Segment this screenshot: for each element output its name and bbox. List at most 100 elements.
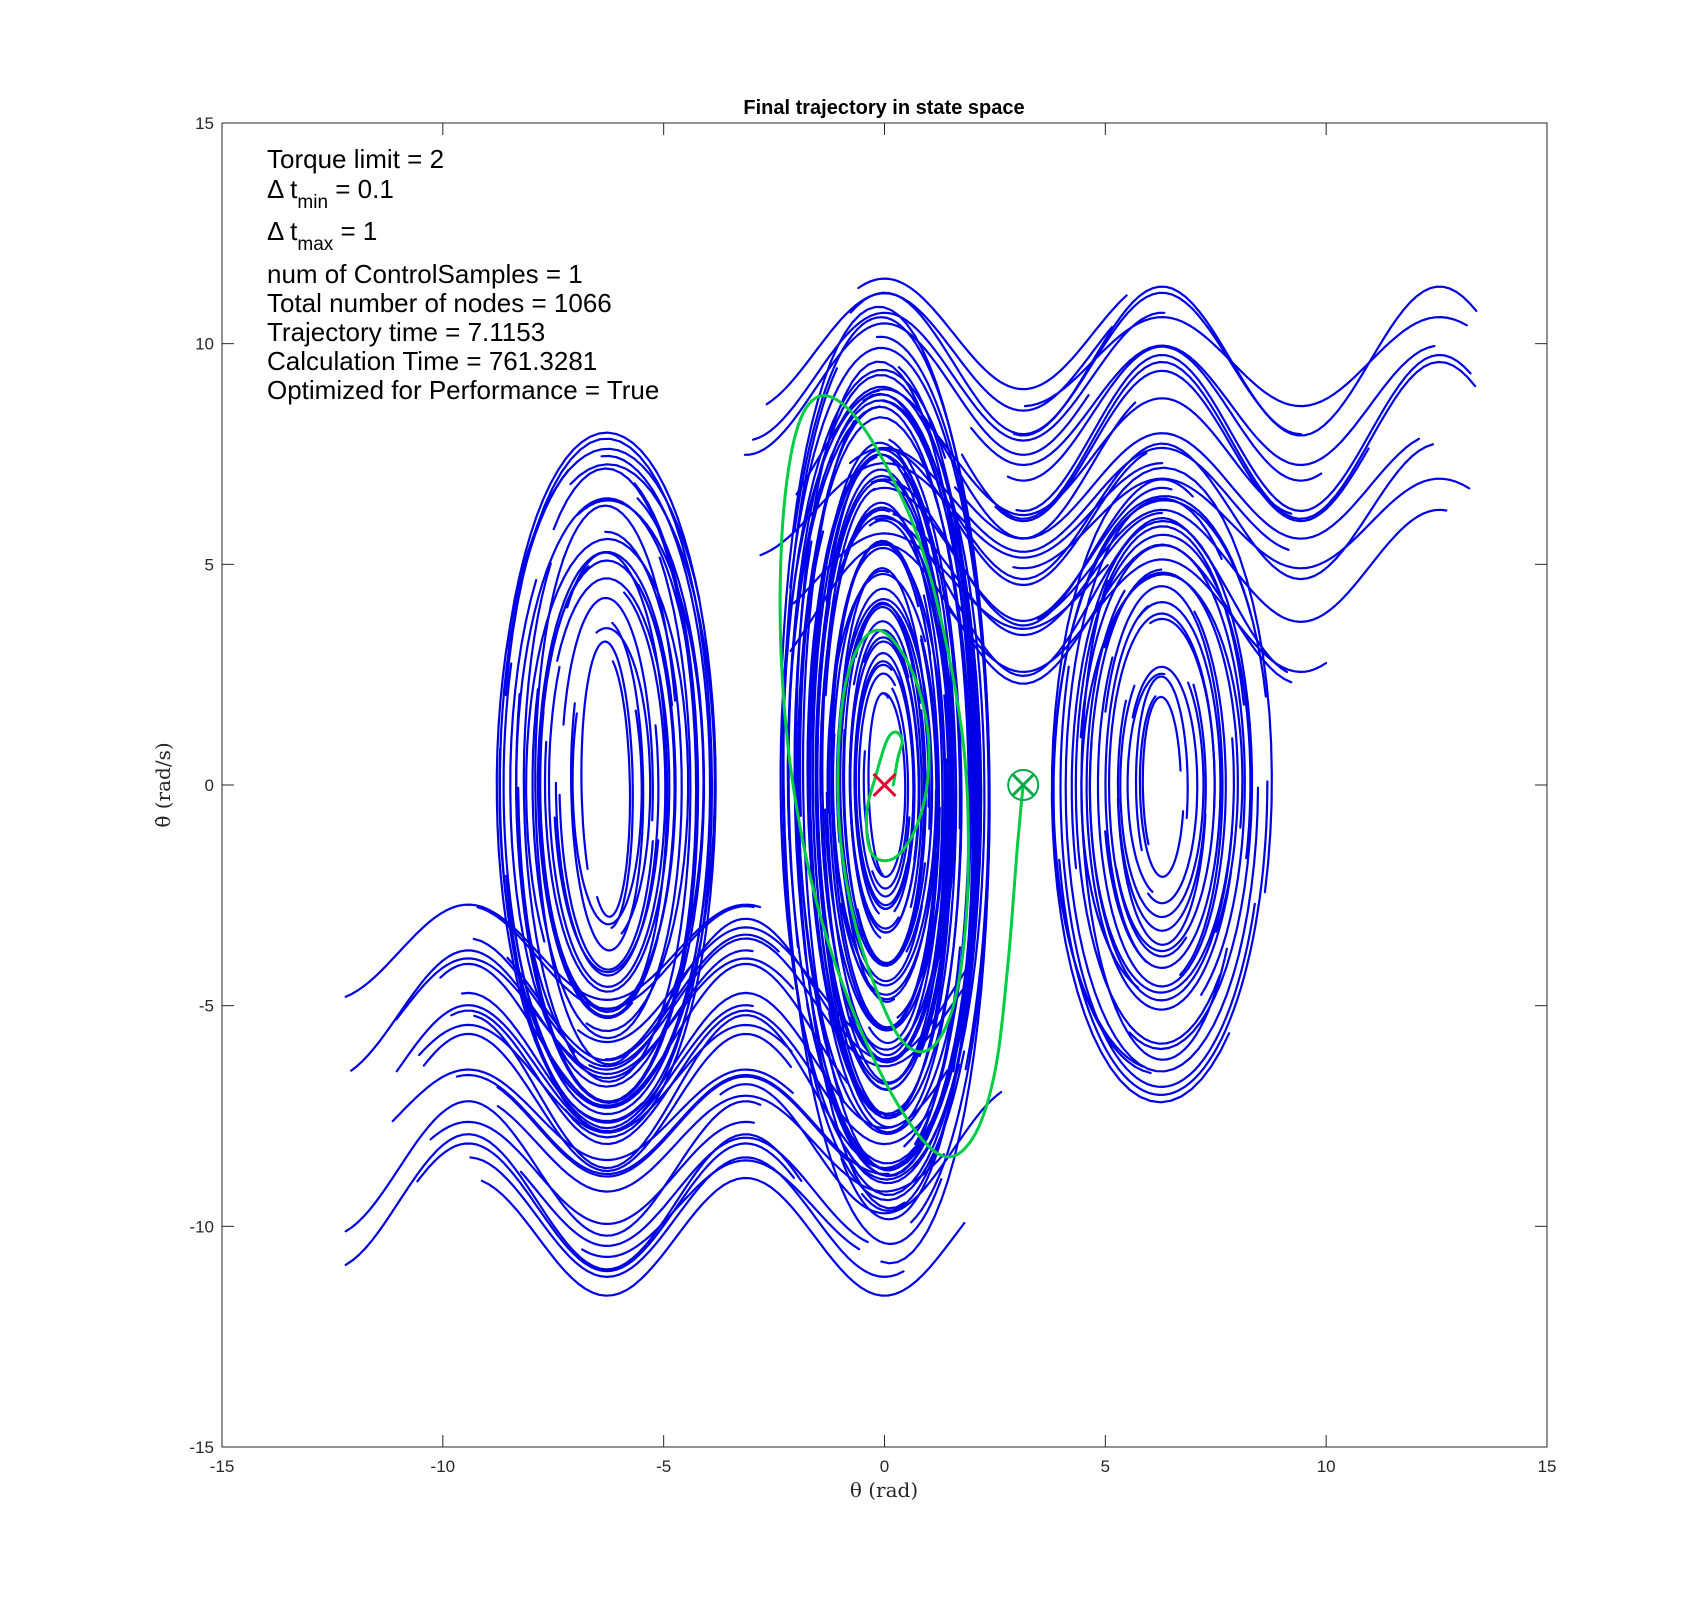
- tree-branch-center-band-22: [840, 635, 939, 996]
- annotation-trajectory-time: Trajectory time = 7.1153: [267, 317, 545, 347]
- annotation-dt-min: Δ tmin = 0.1: [267, 174, 394, 213]
- tree-branch-right-band-16: [1088, 568, 1233, 1002]
- annotation-dt-min-label: Δ t: [267, 174, 298, 204]
- tree-branch-rotating-lower-4: [416, 1142, 795, 1273]
- tree-branch-right-band-13: [1104, 585, 1224, 976]
- tree-branch-rotating-lower-5: [519, 1136, 869, 1247]
- tree-branch-right-band-0: [1141, 695, 1182, 846]
- x-tick-label: -15: [210, 1457, 235, 1476]
- tree-branch-right-band-24: [1064, 497, 1260, 1073]
- tree-branch-rotating-upper-16: [994, 369, 1370, 523]
- tree-branch-rotating-upper-0: [789, 543, 1293, 685]
- tree-branch-rotating-lower-26: [344, 903, 762, 1001]
- y-tick-label: -10: [189, 1217, 214, 1236]
- markers: [872, 769, 1040, 801]
- annotation-dt-min-sub: min: [297, 192, 328, 213]
- tree-branch-right-band-5: [1119, 681, 1205, 919]
- tree-branch-right-band-28: [1051, 499, 1252, 1068]
- tree-branch-rotating-upper-3: [792, 532, 1109, 630]
- tree-branch-rotating-upper-7: [871, 486, 1173, 622]
- tree-branch-left-band-17: [534, 504, 677, 1066]
- tree-branch-rotating-lower-3: [344, 1133, 803, 1271]
- tree-branch-left-band-20: [522, 556, 692, 1083]
- tree-branch-rotating-lower-17: [395, 1004, 754, 1133]
- y-tick-label: 15: [195, 114, 214, 133]
- tree-branch-center-band-57: [860, 366, 980, 1212]
- tree-branch-rotating-upper-14: [795, 388, 1137, 540]
- tree-branch-center-band-2: [871, 687, 910, 890]
- tree-branch-rotating-upper-2: [874, 517, 1288, 677]
- tree-branch-right-band-9: [1108, 612, 1216, 958]
- y-tick-label: -5: [199, 997, 214, 1016]
- tree-branch-center-band-7: [853, 652, 916, 915]
- tree-branch-left-band-21: [509, 497, 706, 1088]
- tree-branch-center-band-17: [839, 603, 930, 967]
- y-axis-label: θ̇ (rad/s): [151, 742, 175, 827]
- tree-branch-left-band-7: [562, 596, 654, 822]
- tree-branch-rotating-lower-18: [460, 991, 949, 1130]
- tree-branch-rotating-lower-9: [719, 1083, 1003, 1215]
- tree-branch-right-band-8: [1115, 617, 1216, 953]
- tree-branch-rotating-upper-26: [765, 292, 1114, 412]
- tree-branch-rotating-upper-25: [849, 291, 1302, 436]
- x-tick-label: -5: [656, 1457, 671, 1476]
- tree-branch-center-band-42: [816, 718, 947, 1091]
- tree-branch-rotating-lower-25: [577, 926, 853, 1044]
- annotation-torque: Torque limit = 2: [267, 144, 444, 174]
- annotation-block: Torque limit = 2 Δ tmin = 0.1 Δ tmax = 1…: [267, 144, 659, 405]
- tree-branch-center-band-26: [830, 541, 938, 1029]
- tree-branch-left-band-0: [596, 660, 632, 918]
- tree-branch-center-band-50: [808, 448, 930, 971]
- y-tick-label: 10: [195, 335, 214, 354]
- tree-branch-right-band-4: [1131, 665, 1199, 905]
- tree-branch-rotating-lower-12: [455, 1073, 890, 1176]
- goal-marker-stroke-b: [1011, 772, 1036, 798]
- tree-branch-center-band-32: [845, 519, 952, 1051]
- tree-branch-right-band-11: [1104, 601, 1222, 969]
- axis-ticks: -15 -10 -5 0 5 10 15 -15 -10 -5 0 5 10 15: [189, 114, 1556, 1476]
- tree-branch-right-band-18: [1085, 589, 1233, 1011]
- tree-branch-center-band-6: [859, 675, 915, 911]
- tree-branch-center-band-20: [831, 733, 938, 987]
- tree-branch-rotating-upper-18: [1015, 353, 1472, 513]
- tree-branch-rotating-lower-27: [476, 905, 755, 1010]
- tree-branch-rotating-upper-9: [943, 442, 1434, 581]
- tree-branch-left-band-4: [595, 627, 652, 935]
- x-tick-label: 10: [1317, 1457, 1336, 1476]
- tree-branch-center-band-63: [779, 389, 961, 1181]
- tree-branch-rotating-upper-11: [759, 462, 1164, 559]
- tree-branch-center-band-65: [781, 369, 966, 1202]
- tree-branch-left-band-18: [531, 530, 683, 1040]
- tree-branch-rotating-lower-0: [480, 1176, 966, 1297]
- tree-branch-left-band-3: [570, 621, 645, 952]
- tree-branch-rotating-lower-10: [496, 1075, 851, 1178]
- start-marker: [872, 772, 897, 798]
- annotation-control-samples: num of ControlSamples = 1: [267, 259, 583, 289]
- tree-branch-center-band-69: [789, 346, 990, 1071]
- annotation-dt-min-value: = 0.1: [328, 174, 394, 204]
- tree-branch-center-band-11: [848, 629, 910, 939]
- annotation-optimized: Optimized for Performance = True: [267, 375, 659, 405]
- y-tick-label: -15: [189, 1438, 214, 1457]
- tree-branch-rotating-lower-7: [344, 1100, 762, 1237]
- tree-branch-rotating-upper-27: [857, 277, 1128, 391]
- tree-branch-center-band-62: [840, 469, 978, 1221]
- tree-branch-center-band-21: [838, 567, 931, 1003]
- tree-branch-rotating-upper-5: [892, 511, 1163, 637]
- tree-branch-rotating-upper-22: [752, 311, 1166, 442]
- tree-branch-left-band-16: [525, 537, 690, 1033]
- tree-branch-rotating-lower-2: [581, 1159, 861, 1258]
- annotation-dt-max-sub: max: [297, 234, 333, 255]
- x-tick-label: 15: [1538, 1457, 1557, 1476]
- tree-branch-center-band-3: [857, 672, 911, 898]
- tree-branch-left-band-6: [554, 724, 660, 977]
- x-tick-label: 5: [1101, 1457, 1110, 1476]
- tree-branch-right-band-27: [1058, 780, 1269, 1096]
- tree-branch-left-band-23: [517, 467, 698, 1103]
- tree-branch-left-band-9: [547, 591, 667, 988]
- tree-branch-right-band-21: [1096, 533, 1252, 860]
- tree-branch-rotating-upper-12: [849, 446, 1290, 553]
- tree-branch-center-band-28: [868, 613, 941, 1045]
- start-marker-stroke-b: [872, 772, 897, 798]
- tree-branch-rotating-lower-15: [418, 1023, 793, 1134]
